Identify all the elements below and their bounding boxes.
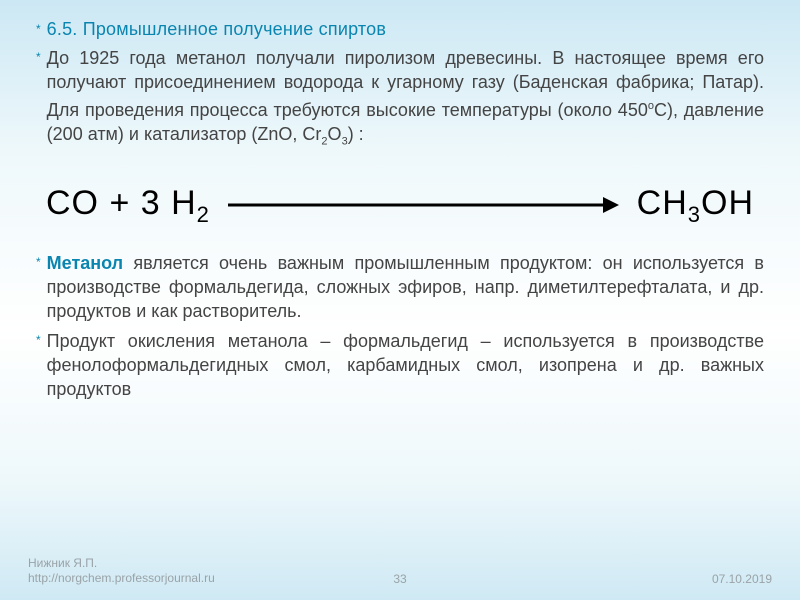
- paragraph-3: Продукт окисления метанола – формальдеги…: [47, 329, 764, 401]
- p1-text-c: O: [328, 124, 342, 144]
- footer-url: http://norgchem.professorjournal.ru: [28, 571, 215, 586]
- eq-rhs-b: OH: [701, 184, 754, 222]
- eq-lhs-a: CO + 3 H: [46, 184, 197, 222]
- footer-date: 07.10.2019: [712, 572, 772, 586]
- bullet-star: *: [36, 18, 41, 40]
- equation-lhs: CO + 3 H2: [46, 184, 210, 228]
- bullet-star: *: [36, 251, 41, 273]
- slide-footer: Нижник Я.П. http://norgchem.professorjou…: [28, 556, 772, 586]
- footer-left: Нижник Я.П. http://norgchem.professorjou…: [28, 556, 215, 586]
- eq-lhs-sub: 2: [197, 201, 210, 226]
- footer-page: 33: [393, 572, 406, 586]
- paragraph-1: До 1925 года метанол получали пиролизом …: [47, 46, 764, 154]
- paragraph-2: Метанол является очень важным промышленн…: [47, 251, 764, 323]
- eq-rhs-a: CH: [637, 184, 688, 222]
- bullet-star: *: [36, 329, 41, 351]
- p2-body: является очень важным промышленным проду…: [47, 253, 764, 321]
- eq-rhs-sub1: 3: [688, 201, 701, 226]
- equation-rhs: CH3OH: [637, 184, 754, 228]
- footer-author: Нижник Я.П.: [28, 556, 215, 571]
- p1-text-d: ) :: [348, 124, 364, 144]
- section-heading: 6.5. Промышленное получение спиртов: [47, 18, 386, 40]
- reaction-arrow-icon: [228, 203, 619, 207]
- bullet-star: *: [36, 46, 41, 68]
- p2-term: Метанол: [47, 253, 123, 273]
- chemical-equation: CO + 3 H2 CH3OH: [36, 160, 764, 252]
